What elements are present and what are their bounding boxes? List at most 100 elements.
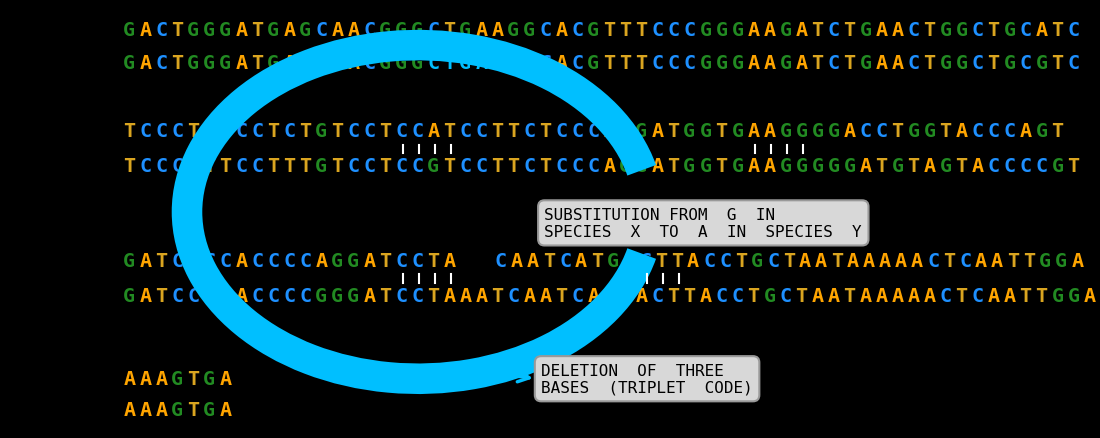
Text: SUBSTITUTION FROM  G  IN
SPECIES  X  TO  A  IN  SPECIES  Y: SUBSTITUTION FROM G IN SPECIES X TO A IN…	[544, 207, 862, 240]
Text: C: C	[427, 54, 439, 73]
Text: G: G	[844, 157, 856, 176]
Text: A: A	[524, 286, 536, 305]
Text: A: A	[700, 286, 712, 305]
Text: C: C	[363, 54, 375, 73]
Text: G: G	[219, 54, 231, 73]
Text: C: C	[827, 21, 839, 40]
Text: A: A	[891, 21, 903, 40]
Text: A: A	[140, 54, 152, 73]
Text: A: A	[1003, 286, 1015, 305]
Text: C: C	[251, 157, 263, 176]
Text: T: T	[603, 54, 616, 73]
Text: G: G	[507, 21, 519, 40]
Text: G: G	[331, 286, 343, 305]
Text: C: C	[971, 286, 983, 305]
Text: C: C	[172, 251, 184, 270]
Text: A: A	[747, 157, 759, 176]
Text: A: A	[1035, 21, 1047, 40]
Text: A: A	[876, 54, 888, 73]
Text: T: T	[924, 21, 936, 40]
Text: C: C	[571, 157, 583, 176]
Text: C: C	[1020, 54, 1032, 73]
Text: T: T	[735, 251, 747, 270]
Text: A: A	[235, 54, 248, 73]
Text: A: A	[603, 122, 616, 141]
Text: A: A	[876, 286, 888, 305]
Text: A: A	[348, 21, 360, 40]
Text: C: C	[155, 157, 167, 176]
Text: G: G	[1067, 286, 1079, 305]
Text: A: A	[443, 286, 455, 305]
Text: G: G	[172, 400, 184, 419]
Text: G: G	[683, 157, 695, 176]
Text: C: C	[767, 251, 779, 270]
Text: G: G	[524, 21, 536, 40]
Text: T: T	[943, 251, 955, 270]
Text: T: T	[507, 122, 519, 141]
Text: A: A	[1020, 122, 1032, 141]
Text: A: A	[475, 21, 487, 40]
Text: T: T	[379, 122, 392, 141]
Text: T: T	[683, 286, 695, 305]
Text: G: G	[524, 54, 536, 73]
Text: A: A	[891, 54, 903, 73]
Text: G: G	[780, 122, 792, 141]
Text: A: A	[140, 286, 152, 305]
Text: T: T	[956, 286, 968, 305]
Text: C: C	[411, 251, 424, 270]
Text: A: A	[331, 21, 343, 40]
Text: A: A	[763, 54, 776, 73]
Text: A: A	[859, 157, 871, 176]
Text: T: T	[172, 21, 184, 40]
Text: A: A	[235, 21, 248, 40]
Text: A: A	[475, 54, 487, 73]
Text: C: C	[155, 54, 167, 73]
Text: C: C	[683, 21, 695, 40]
Text: C: C	[571, 122, 583, 141]
Text: T: T	[832, 251, 844, 270]
Text: T: T	[331, 122, 343, 141]
Text: T: T	[299, 157, 311, 176]
Text: C: C	[348, 122, 360, 141]
Text: G: G	[795, 157, 807, 176]
Text: C: C	[363, 21, 375, 40]
Text: T: T	[668, 286, 680, 305]
Text: G: G	[939, 157, 952, 176]
Text: T: T	[187, 122, 199, 141]
Text: A: A	[956, 122, 968, 141]
Text: T: T	[543, 251, 556, 270]
Text: A: A	[795, 21, 807, 40]
Text: T: T	[443, 157, 455, 176]
Text: A: A	[123, 400, 135, 419]
Text: G: G	[219, 21, 231, 40]
Text: G: G	[732, 21, 744, 40]
Text: A: A	[475, 286, 487, 305]
Text: C: C	[284, 251, 296, 270]
Text: G: G	[1035, 122, 1047, 141]
Text: G: G	[267, 54, 279, 73]
Text: A: A	[688, 251, 700, 270]
Text: T: T	[379, 157, 392, 176]
Text: A: A	[747, 54, 759, 73]
Text: T: T	[1067, 157, 1079, 176]
Text: T: T	[379, 251, 392, 270]
Text: C: C	[1003, 157, 1015, 176]
Text: C: C	[651, 54, 663, 73]
Text: C: C	[988, 157, 1000, 176]
Text: C: C	[172, 157, 184, 176]
Text: C: C	[395, 157, 407, 176]
Text: T: T	[155, 251, 167, 270]
Text: T: T	[783, 251, 795, 270]
Text: G: G	[204, 54, 216, 73]
Text: T: T	[636, 21, 648, 40]
Text: T: T	[1052, 122, 1064, 141]
Text: A: A	[763, 122, 776, 141]
Text: A: A	[512, 251, 524, 270]
Text: C: C	[316, 21, 328, 40]
Text: C: C	[1067, 21, 1079, 40]
Text: G: G	[299, 21, 311, 40]
Text: C: C	[859, 122, 871, 141]
Text: T: T	[443, 122, 455, 141]
Text: A: A	[123, 369, 135, 389]
Text: C: C	[1020, 157, 1032, 176]
